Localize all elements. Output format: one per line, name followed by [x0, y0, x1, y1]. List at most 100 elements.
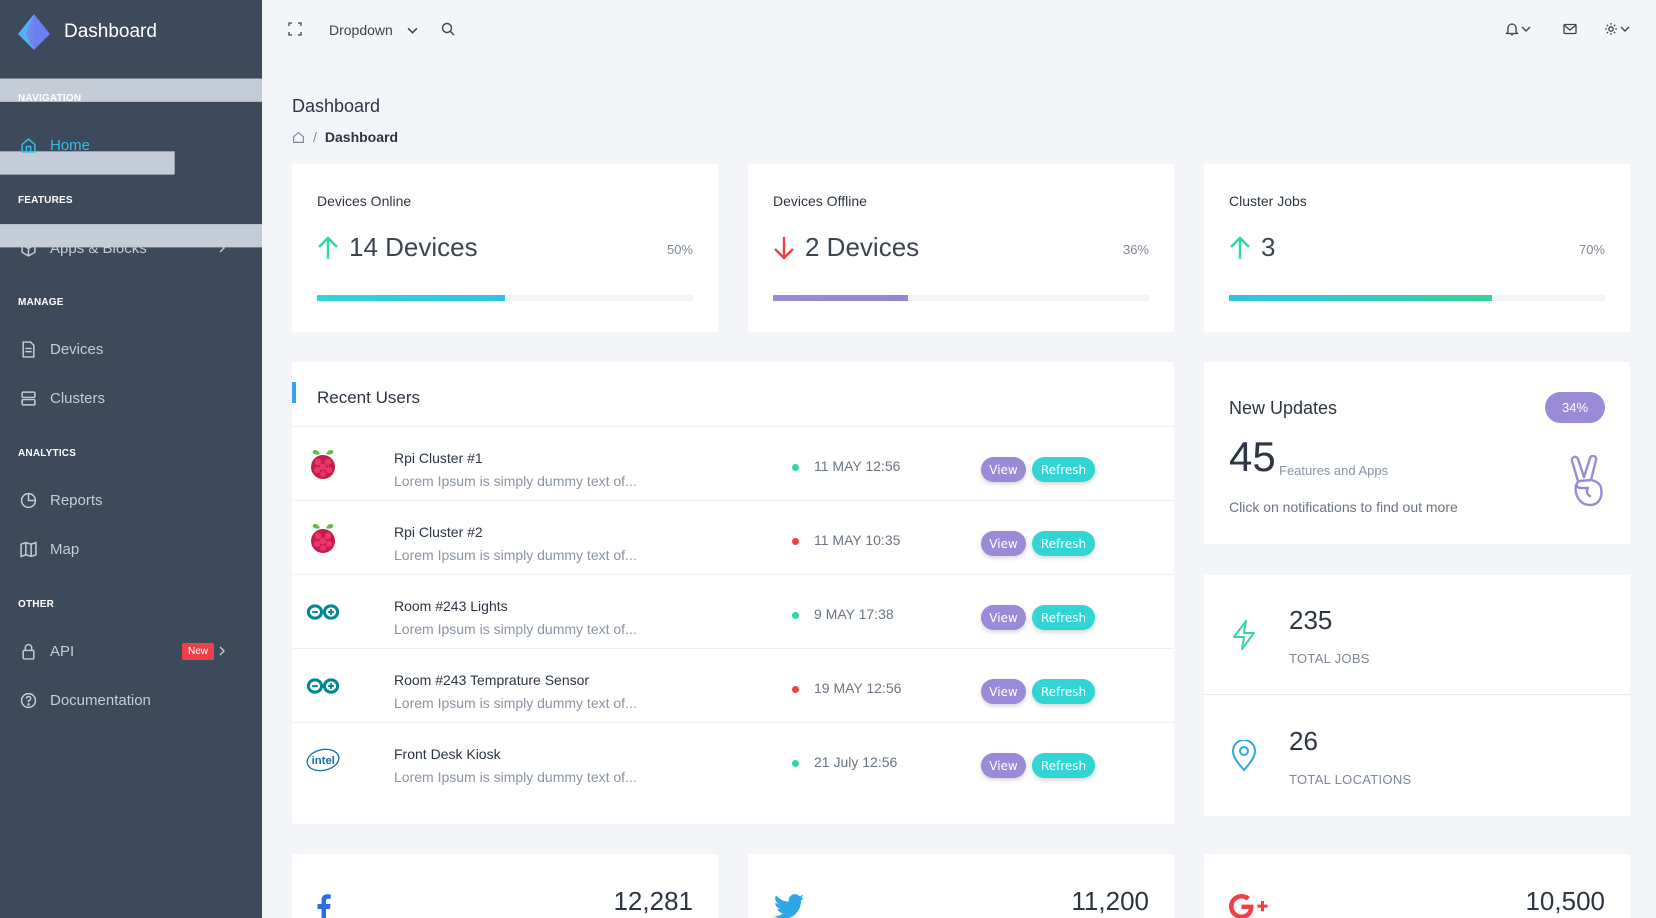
- sidebar: Dashboard NAVIGATION Home FEATURES Apps …: [0, 0, 262, 918]
- total-label: TOTAL JOBS: [1289, 651, 1370, 666]
- raspberry-pi-icon: [306, 521, 340, 555]
- row-description: Lorem Ipsum is simply dummy text of...: [394, 769, 637, 785]
- sidebar-item-label: Devices: [50, 340, 104, 358]
- dropdown-menu[interactable]: Dropdown: [329, 22, 418, 38]
- social-value: 10,500: [1525, 886, 1605, 916]
- social-card-google-plus: 10,500: [1204, 854, 1630, 918]
- google-plus-icon: [1229, 894, 1268, 918]
- chevron-down-icon: [1620, 26, 1630, 32]
- row-description: Lorem Ipsum is simply dummy text of...: [394, 621, 637, 637]
- total-locations-row: 26 TOTAL LOCATIONS: [1204, 696, 1630, 816]
- location-pin-icon: [1231, 740, 1257, 772]
- row-name: Rpi Cluster #1: [394, 450, 483, 466]
- row-name: Rpi Cluster #2: [394, 524, 483, 540]
- page-title: Dashboard: [292, 96, 381, 116]
- sidebar-item-home[interactable]: Home: [20, 133, 242, 157]
- row-time: 11 MAY 10:35: [814, 532, 901, 548]
- chevron-right-icon: [219, 646, 225, 656]
- gear-icon: [1605, 23, 1617, 35]
- chevron-right-icon: [219, 243, 225, 253]
- home-icon: [21, 137, 36, 153]
- sidebar-item-documentation[interactable]: Documentation: [20, 688, 242, 712]
- view-button[interactable]: View: [981, 605, 1026, 630]
- progress-bar: [1229, 295, 1605, 301]
- refresh-button[interactable]: Refresh: [1032, 753, 1095, 778]
- refresh-button[interactable]: Refresh: [1032, 457, 1095, 482]
- breadcrumb: / Dashboard: [292, 129, 398, 145]
- stat-card-cluster-jobs: Cluster Jobs 3 70%: [1204, 164, 1630, 332]
- search-icon: [441, 22, 455, 36]
- title-accent: [292, 382, 296, 403]
- stat-card-devices-offline: Devices Offline 2 Devices 36%: [748, 164, 1174, 332]
- new-updates-card[interactable]: New Updates 34% 45 Features and Apps Cli…: [1204, 362, 1630, 544]
- refresh-button[interactable]: Refresh: [1032, 605, 1095, 630]
- view-button[interactable]: View: [981, 531, 1026, 556]
- brand-title: Dashboard: [64, 21, 157, 42]
- total-label: TOTAL LOCATIONS: [1289, 772, 1412, 787]
- mail-button[interactable]: [1563, 22, 1577, 36]
- stat-value-text: 14 Devices: [349, 232, 478, 262]
- peace-hand-icon: [1570, 455, 1603, 507]
- recent-users-card: Recent Users Rpi Cluster #1 Lorem Ipsum i…: [292, 362, 1174, 824]
- stat-value: 3: [1229, 232, 1275, 263]
- stat-value-text: 2 Devices: [805, 232, 920, 262]
- sidebar-item-label: Reports: [50, 491, 103, 509]
- sidebar-item-label: Home: [50, 136, 91, 154]
- stat-percent: 70%: [1578, 242, 1605, 257]
- progress-fill: [773, 295, 909, 301]
- stat-percent: 36%: [1122, 242, 1149, 257]
- percent-badge: 34%: [1545, 392, 1605, 423]
- twitter-icon: [774, 894, 804, 918]
- stat-label: Devices Offline: [773, 193, 867, 209]
- progress-bar: [317, 295, 693, 301]
- chevron-down-icon: [1521, 26, 1531, 32]
- sidebar-item-clusters[interactable]: Clusters: [20, 386, 242, 410]
- row-time: 21 July 12:56: [814, 754, 898, 770]
- arrow-up-icon: [318, 235, 338, 259]
- section-navigation: NAVIGATION: [18, 93, 82, 104]
- card-title: Recent Users: [317, 388, 420, 407]
- updates-count: 45: [1229, 433, 1276, 480]
- search-button[interactable]: [441, 22, 455, 36]
- section-other: OTHER: [18, 599, 54, 610]
- view-button[interactable]: View: [981, 753, 1026, 778]
- notifications-button[interactable]: [1505, 22, 1531, 36]
- updates-count-label: Features and Apps: [1279, 463, 1389, 478]
- menu-toggle-icon[interactable]: [0, 64, 262, 268]
- row-time: 9 MAY 17:38: [814, 606, 894, 622]
- breadcrumb-separator: /: [313, 129, 317, 145]
- logo-icon: [18, 14, 50, 50]
- sidebar-item-api[interactable]: API New: [20, 639, 242, 663]
- row-name: Room #243 Lights: [394, 598, 508, 614]
- view-button[interactable]: View: [981, 457, 1026, 482]
- sidebar-item-devices[interactable]: Devices: [20, 337, 242, 361]
- status-dot: [792, 538, 799, 545]
- sidebar-item-reports[interactable]: Reports: [20, 488, 242, 512]
- refresh-button[interactable]: Refresh: [1032, 679, 1095, 704]
- table-row: Rpi Cluster #2 Lorem Ipsum is simply dumm…: [292, 500, 1174, 574]
- arrow-up-icon: [1230, 235, 1250, 259]
- file-icon: [22, 340, 35, 358]
- card-title: New Updates: [1229, 398, 1338, 418]
- pie-chart-icon: [20, 492, 37, 508]
- brand[interactable]: Dashboard: [0, 0, 262, 64]
- fullscreen-button[interactable]: [288, 22, 302, 36]
- lightning-icon: [1233, 620, 1255, 650]
- sidebar-item-label: API: [50, 642, 75, 660]
- sidebar-item-apps[interactable]: Apps & Blocks: [20, 236, 242, 260]
- settings-button[interactable]: [1604, 22, 1630, 36]
- row-name: Room #243 Temprature Sensor: [394, 672, 590, 688]
- updates-note: Click on notifications to find out more: [1229, 499, 1458, 515]
- section-manage: MANAGE: [18, 297, 64, 308]
- total-value: 235: [1289, 605, 1333, 635]
- svg-text:intel: intel: [312, 755, 335, 767]
- table-row: intel Front Desk Kiosk Lorem Ipsum is simp…: [292, 722, 1174, 796]
- breadcrumb-current: Dashboard: [324, 129, 399, 145]
- stat-value: 2 Devices: [773, 232, 919, 263]
- new-badge: New: [181, 642, 214, 660]
- sidebar-item-map[interactable]: Map: [20, 537, 242, 561]
- bell-icon: [1505, 23, 1519, 36]
- view-button[interactable]: View: [981, 679, 1026, 704]
- refresh-button[interactable]: Refresh: [1032, 531, 1095, 556]
- home-icon[interactable]: [292, 131, 305, 144]
